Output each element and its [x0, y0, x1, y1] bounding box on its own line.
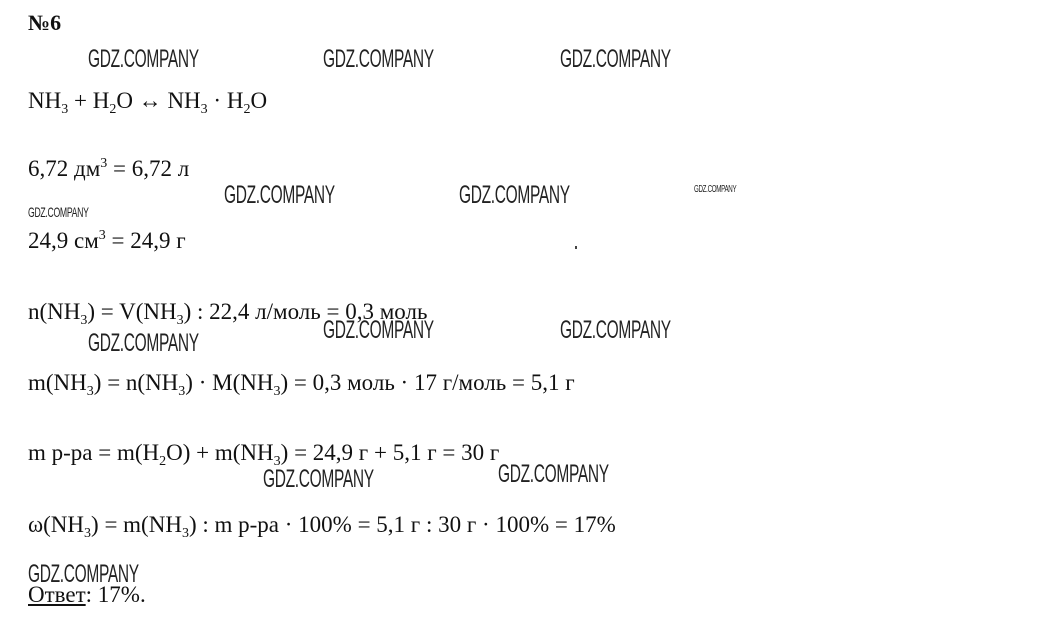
subscript: 3 — [86, 384, 94, 399]
text-segment: = 6,72 л — [107, 156, 190, 181]
mass-fraction: ω(NH3) = m(NH3) : m р-ра · 100% = 5,1 г … — [28, 512, 616, 541]
answer-value: : 17%. — [85, 582, 146, 607]
text-segment: ) = V(NH — [87, 299, 177, 324]
text-segment: m р-ра = m(H — [28, 440, 160, 465]
text-segment: 24,9 см — [28, 228, 99, 253]
moles-calculation: n(NH3) = V(NH3) : 22,4 л/моль = 0,3 моль — [28, 299, 428, 328]
speck — [575, 246, 577, 249]
watermark: GDZ.COMPANY — [323, 45, 434, 73]
subscript: 3 — [84, 526, 92, 541]
watermark: GDZ.COMPANY — [28, 560, 139, 588]
watermark: GDZ.COMPANY — [323, 316, 434, 344]
text-segment: O) + m(NH — [166, 440, 274, 465]
text-segment: ω(NH — [28, 512, 85, 537]
watermark: GDZ.COMPANY — [88, 45, 199, 73]
subscript: 3 — [80, 313, 88, 328]
text-segment: O ↔ NH — [116, 88, 201, 113]
text-segment: NH — [28, 88, 62, 113]
supscript: 3 — [100, 156, 108, 171]
text-segment: ) : 22,4 л/моль = 0,3 моль — [183, 299, 428, 324]
text-segment: ) = 0,3 моль · 17 г/моль = 5,1 г — [280, 370, 575, 395]
watermark: GDZ.COMPANY — [694, 184, 737, 195]
mass-calculation: m(NH3) = n(NH3) · M(NH3) = 0,3 моль · 17… — [28, 370, 575, 399]
text-segment: ) = m(NH — [91, 512, 182, 537]
watermark: GDZ.COMPANY — [459, 181, 570, 209]
watermark: GDZ.COMPANY — [263, 465, 374, 493]
watermark: GDZ.COMPANY — [28, 204, 89, 220]
watermark: GDZ.COMPANY — [88, 329, 199, 357]
answer: Ответ: 17%. — [28, 582, 146, 608]
subscript: 2 — [243, 102, 251, 117]
subscript: 2 — [109, 102, 117, 117]
watermark: GDZ.COMPANY — [498, 460, 609, 488]
subscript: 3 — [181, 526, 189, 541]
mass-conversion: 24,9 см3 = 24,9 г — [28, 228, 186, 254]
text-segment: ) = 24,9 г + 5,1 г = 30 г — [280, 440, 500, 465]
text-segment: 6,72 дм — [28, 156, 101, 181]
subscript: 3 — [176, 313, 184, 328]
text-segment: m(NH — [28, 370, 87, 395]
volume-conversion: 6,72 дм3 = 6,72 л — [28, 156, 189, 182]
text-segment: = 24,9 г — [105, 228, 186, 253]
supscript: 3 — [98, 228, 106, 243]
subscript: 3 — [61, 102, 69, 117]
watermark: GDZ.COMPANY — [224, 181, 335, 209]
watermark: GDZ.COMPANY — [560, 316, 671, 344]
answer-label: Ответ — [28, 582, 86, 607]
watermark: GDZ.COMPANY — [560, 45, 671, 73]
subscript: 3 — [200, 102, 208, 117]
problem-number: №6 — [28, 10, 62, 35]
text-segment: ) = n(NH — [93, 370, 179, 395]
text-segment: + H — [68, 88, 110, 113]
text-segment: ) · M(NH — [185, 370, 274, 395]
subscript: 3 — [178, 384, 186, 399]
text-segment: n(NH — [28, 299, 81, 324]
solution-mass: m р-ра = m(H2O) + m(NH3) = 24,9 г + 5,1 … — [28, 440, 500, 469]
subscript: 3 — [273, 384, 281, 399]
subscript: 3 — [273, 454, 281, 469]
text-segment: O — [250, 88, 268, 113]
text-segment: ) : m р-ра · 100% = 5,1 г : 30 г · 100% … — [188, 512, 616, 537]
text-segment: · H — [207, 88, 244, 113]
subscript: 2 — [159, 454, 167, 469]
reaction-equation: NH3 + H2O ↔ NH3 · H2O — [28, 88, 268, 117]
